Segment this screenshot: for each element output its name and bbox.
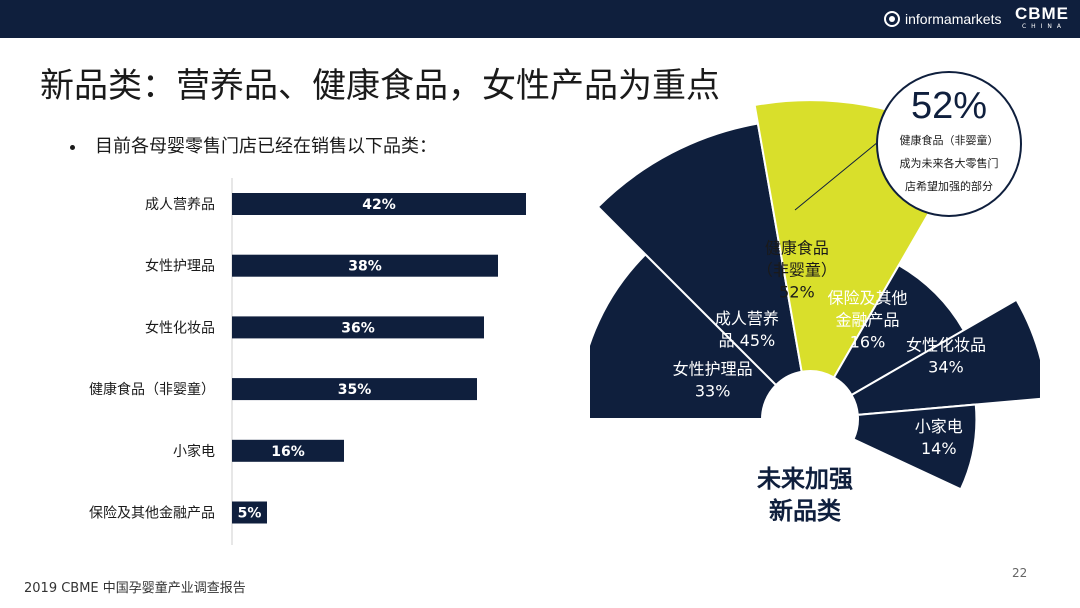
- segment-label: 品 45%: [719, 331, 776, 350]
- category-label: 女性化妆品: [145, 319, 215, 336]
- callout-circle: 52% 健康食品（非婴童） 成为未来各大零售门 店希望加强的部分: [876, 71, 1022, 217]
- slide-title: 新品类：营养品、健康食品，女性产品为重点: [40, 66, 720, 106]
- page-number: 22: [1012, 566, 1028, 580]
- bar-value-label: 36%: [341, 320, 375, 336]
- segment-label: 健康食品: [765, 239, 829, 258]
- bar: [232, 316, 484, 339]
- radial-segment: [852, 403, 978, 491]
- bullet-text: 目前各母婴零售门店已经在销售以下品类：: [95, 136, 437, 157]
- segment-label: 14%: [921, 439, 957, 458]
- segment-label: 金融产品: [835, 310, 899, 329]
- hub-label-line-1: 未来加强: [757, 465, 853, 493]
- segment-label: 小家电: [915, 417, 963, 436]
- cbme-logo-text: CBME: [1014, 4, 1070, 23]
- bar: [232, 439, 344, 462]
- segment-label: 33%: [695, 382, 731, 401]
- informa-markets-logo: informa markets: [884, 9, 1001, 29]
- bar-value-label: 38%: [348, 259, 382, 275]
- segment-label: 成人营养: [715, 309, 779, 328]
- category-label: 女性护理品: [145, 258, 215, 275]
- segment-label: 女性护理品: [673, 360, 753, 379]
- bar: [232, 254, 498, 277]
- segment-label: 34%: [928, 358, 964, 377]
- cbme-logo-sub: CHINA: [1021, 23, 1067, 30]
- bar-chart: 成人营养品 42% 女性护理品 38% 女性化妆品 36% 健康食品（非婴童） 35% 小家电 1…: [89, 178, 526, 545]
- category-label: 保险及其他金融产品: [89, 506, 215, 522]
- callout-line-3: 店希望加强的部分: [905, 180, 993, 193]
- radial-hub-label: 未来加强 新品类: [735, 463, 875, 527]
- callout-value: 52%: [910, 85, 988, 127]
- callout-line-2: 成为未来各大零售门: [899, 157, 999, 170]
- bar-value-label: 16%: [271, 444, 305, 460]
- callout-line-1: 健康食品（非婴童）: [899, 134, 999, 147]
- segment-label: 女性化妆品: [906, 336, 986, 355]
- category-label: 小家电: [173, 443, 215, 460]
- radial-segment: [590, 252, 778, 420]
- logo-text-a: informa: [905, 11, 952, 27]
- callout-leader-line: [794, 141, 879, 211]
- segment-label: （非婴童）: [757, 261, 837, 280]
- radial-segment: [596, 122, 803, 387]
- segment-label: 52%: [779, 283, 815, 302]
- bar: [232, 193, 526, 215]
- bullet-dot: [70, 144, 75, 150]
- segment-label: 保险及其他: [827, 288, 907, 307]
- hub-label-line-2: 新品类: [769, 497, 841, 525]
- bar: [232, 378, 477, 401]
- footer-source: 2019 CBME 中国孕婴童产业调查报告: [24, 581, 246, 596]
- top-banner: informa markets CBME CHINA: [0, 0, 1080, 38]
- bullet-line: 目前各母婴零售门店已经在销售以下品类：: [70, 132, 437, 158]
- bar: [232, 501, 267, 524]
- category-label: 健康食品（非婴童）: [89, 381, 215, 398]
- cbme-logo: CBME CHINA: [1014, 5, 1070, 31]
- category-label: 成人营养品: [145, 197, 215, 213]
- bar-value-label: 5%: [238, 506, 262, 522]
- bar-value-label: 42%: [362, 197, 396, 213]
- radial-segment: [850, 298, 1040, 416]
- bar-value-label: 35%: [338, 382, 372, 398]
- logo-text-b: markets: [951, 11, 1002, 27]
- radial-hub: [764, 373, 856, 465]
- segment-label: 16%: [850, 332, 886, 351]
- informa-circle-icon: [884, 11, 900, 27]
